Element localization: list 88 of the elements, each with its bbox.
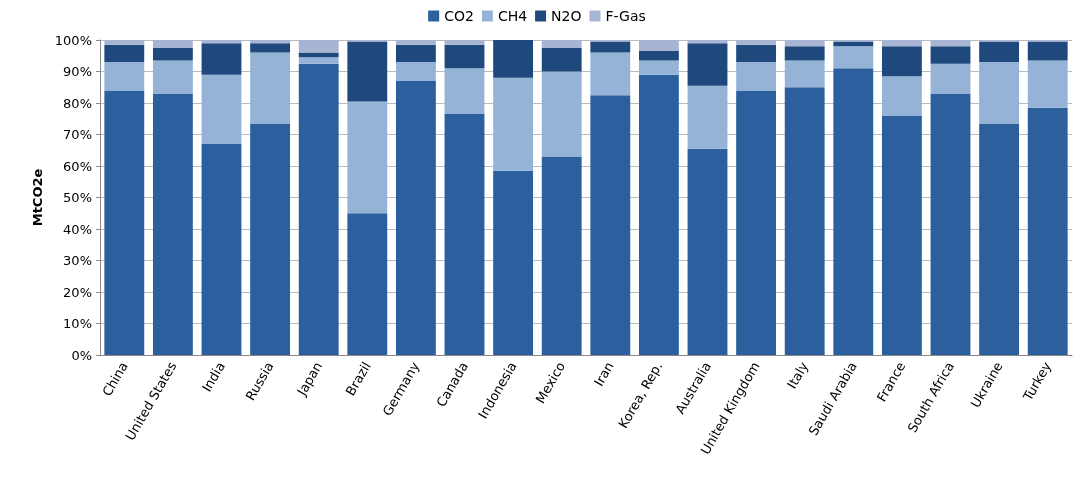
bar	[104, 62, 145, 91]
y-tick-label: 100%	[54, 32, 92, 48]
y-tick-label: 50%	[63, 190, 92, 205]
bar	[152, 93, 193, 355]
y-tick-label: 20%	[63, 284, 92, 300]
y-tick-label: 40%	[63, 221, 92, 237]
bar	[638, 74, 679, 355]
bar	[1027, 107, 1068, 355]
bar	[590, 95, 631, 355]
bar	[881, 76, 922, 116]
bar	[250, 123, 291, 355]
bar	[881, 40, 922, 47]
bar	[395, 40, 436, 45]
bar	[444, 44, 485, 69]
bar	[833, 46, 874, 69]
bar	[736, 44, 777, 63]
bar	[833, 68, 874, 355]
bar	[784, 60, 825, 88]
bar	[444, 40, 485, 45]
bar	[201, 43, 242, 75]
bar	[347, 213, 388, 355]
bar	[201, 143, 242, 355]
bar	[930, 93, 971, 355]
bar	[590, 52, 631, 96]
bar	[687, 85, 728, 149]
bar	[590, 41, 631, 53]
bar	[444, 68, 485, 115]
bar	[881, 115, 922, 355]
bar	[250, 40, 291, 44]
bar	[201, 74, 242, 144]
bar	[541, 40, 582, 48]
bar	[687, 43, 728, 86]
bar	[493, 40, 534, 78]
bar	[930, 46, 971, 64]
bar	[104, 44, 145, 63]
bar	[638, 40, 679, 52]
bar	[347, 41, 388, 102]
bar	[736, 40, 777, 45]
bar	[201, 40, 242, 44]
bar	[930, 63, 971, 94]
bar	[444, 114, 485, 355]
bar	[736, 90, 777, 355]
bar	[930, 40, 971, 47]
bar	[979, 41, 1020, 63]
bar	[395, 62, 436, 81]
y-tick-label: 60%	[63, 158, 92, 174]
y-tick-label: 90%	[63, 64, 92, 79]
bar	[395, 44, 436, 63]
bar	[979, 62, 1020, 124]
bar	[638, 60, 679, 75]
bar	[152, 40, 193, 48]
bar	[541, 156, 582, 355]
bar	[881, 46, 922, 77]
bar	[298, 63, 339, 355]
bar	[250, 52, 291, 124]
bar	[395, 80, 436, 355]
bar	[687, 40, 728, 44]
bar	[784, 40, 825, 47]
legend-label: CO2	[444, 8, 474, 24]
bar	[638, 51, 679, 61]
y-tick-label: 70%	[63, 127, 92, 142]
bar	[298, 57, 339, 64]
bar	[104, 40, 145, 45]
bar	[541, 47, 582, 72]
bar	[687, 148, 728, 355]
bar	[736, 62, 777, 91]
bar	[298, 40, 339, 53]
bar	[152, 60, 193, 94]
y-tick-label: 80%	[63, 95, 92, 111]
bar	[784, 87, 825, 355]
bar	[493, 77, 534, 171]
y-tick-label: 30%	[63, 253, 92, 268]
bar	[104, 90, 145, 355]
legend-label: N2O	[551, 8, 582, 24]
y-axis-title: MtCO2e	[29, 168, 45, 227]
bar	[1027, 60, 1068, 108]
legend-label: F-Gas	[605, 8, 646, 24]
y-tick-label: 10%	[63, 316, 92, 331]
bar	[250, 43, 291, 53]
bar	[152, 47, 193, 61]
bar	[541, 71, 582, 157]
legend-label: CH4	[497, 8, 528, 24]
bar	[493, 170, 534, 355]
bar	[979, 123, 1020, 355]
bar	[1027, 41, 1068, 61]
bar	[347, 101, 388, 214]
y-tick-label: 0%	[71, 347, 92, 363]
bar	[784, 46, 825, 61]
